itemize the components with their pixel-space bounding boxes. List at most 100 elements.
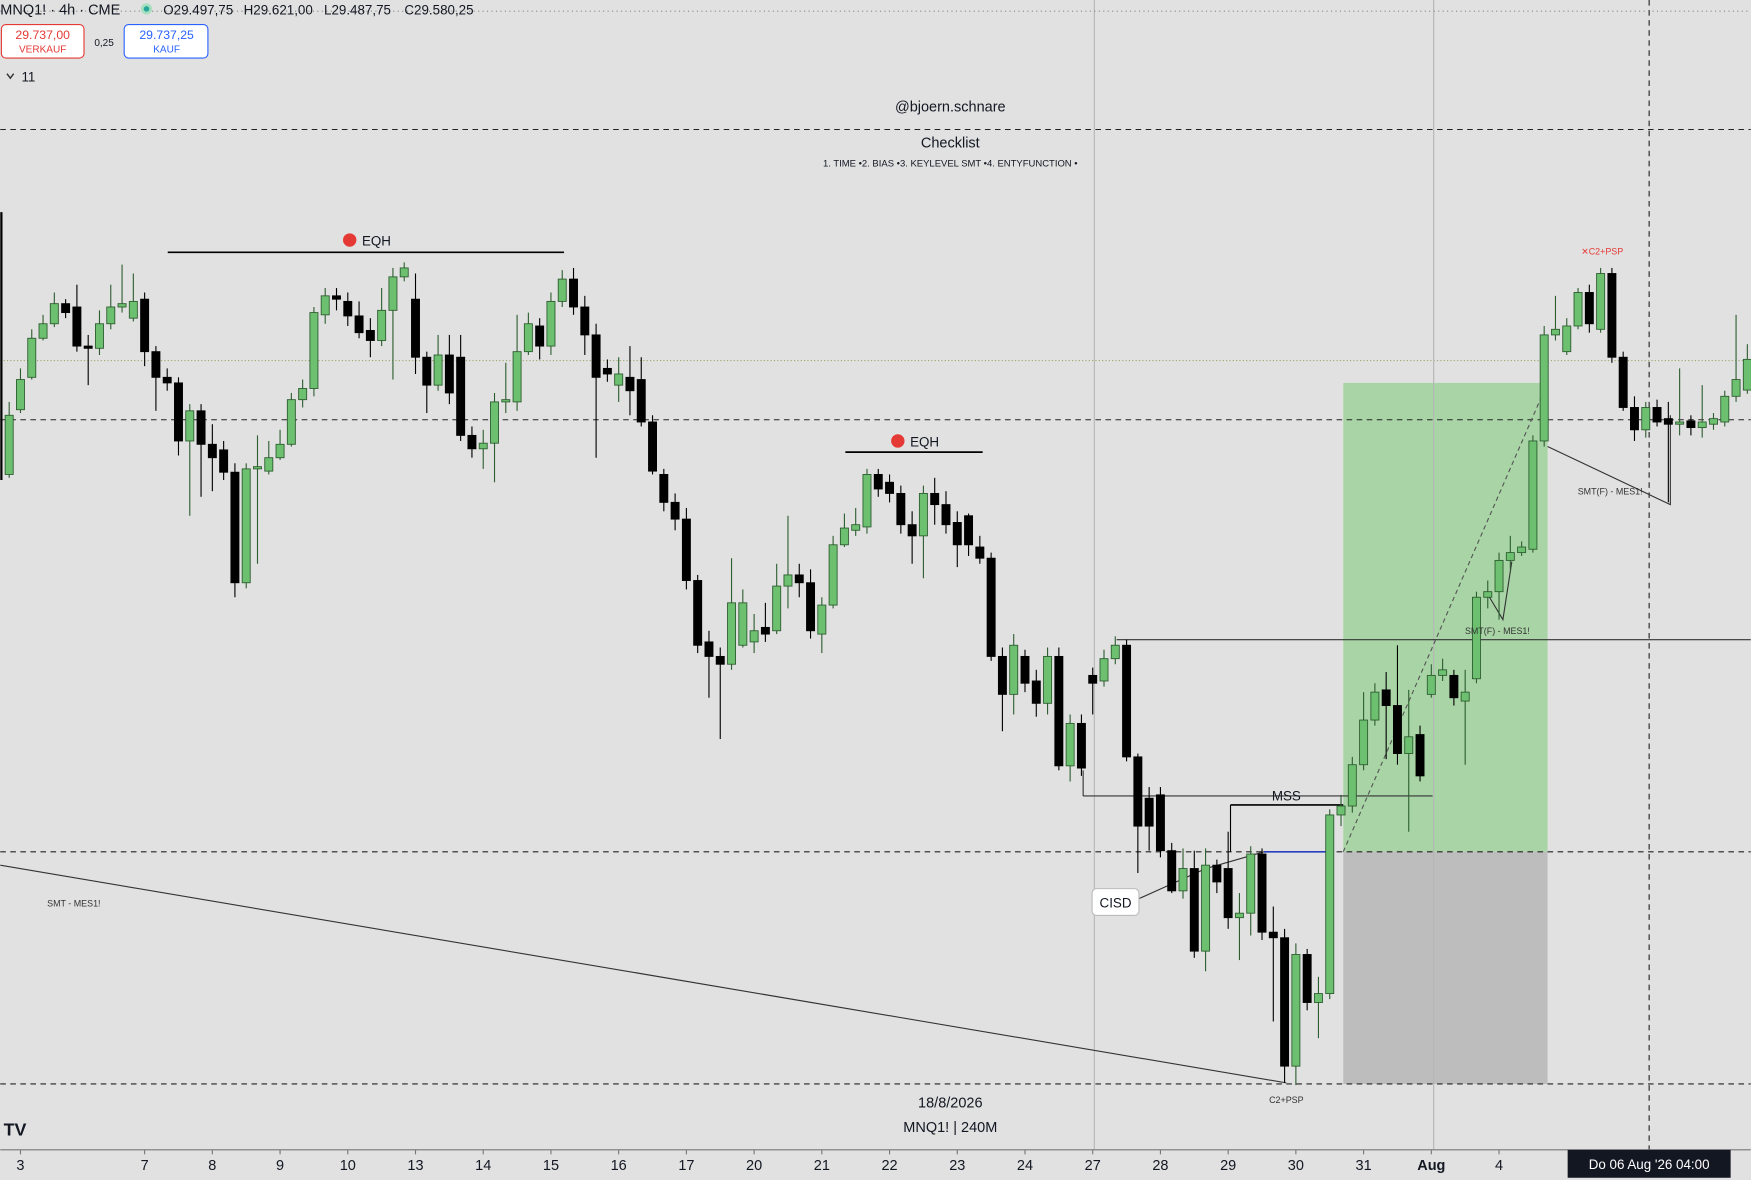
candle-body xyxy=(444,354,454,394)
chevron-icon[interactable] xyxy=(6,73,15,80)
candle-body xyxy=(1370,691,1380,721)
candle-body xyxy=(794,574,804,584)
candle-body xyxy=(1110,644,1120,660)
indicator-count[interactable]: 11 xyxy=(21,69,35,84)
candle-body xyxy=(174,382,183,442)
indicator-toggle[interactable]: 11 xyxy=(6,69,35,84)
candle-body xyxy=(456,356,466,436)
candle-body xyxy=(1652,407,1662,423)
candle-body xyxy=(1596,273,1606,330)
loss-zone xyxy=(1343,851,1548,1084)
candle-body xyxy=(760,626,770,635)
candle-body xyxy=(151,351,161,378)
candle-body xyxy=(964,515,974,546)
candle-body xyxy=(1505,552,1515,561)
candle-body xyxy=(117,303,127,308)
candle-body xyxy=(1483,591,1493,598)
candle-body xyxy=(636,379,646,423)
checklist-items: 1. TIME •2. BIAS •3. KEYLEVEL SMT •4. EN… xyxy=(823,158,1078,169)
candle-body xyxy=(952,522,962,546)
candle-body xyxy=(1325,814,1335,995)
sell-price[interactable]: 29.737,00 xyxy=(15,28,70,42)
buy-button-box[interactable] xyxy=(123,24,209,59)
candle-body xyxy=(704,641,714,657)
candle-body xyxy=(535,325,545,347)
x-tick-label: 29 xyxy=(1220,1158,1236,1174)
x-tick-label: 21 xyxy=(814,1158,830,1174)
candle-body xyxy=(1099,658,1109,682)
candle-body xyxy=(320,295,330,316)
candle-body xyxy=(930,492,940,506)
x-tick-label: 22 xyxy=(881,1158,897,1174)
candle-body xyxy=(614,373,624,386)
sell-button[interactable]: 29.737,00 VERKAUF xyxy=(0,24,85,59)
candle-body xyxy=(1031,680,1041,704)
candle-body xyxy=(1573,292,1583,327)
smt-f-label: SMT(F) - MES1! xyxy=(1465,626,1530,636)
buy-price[interactable]: 29.737,25 xyxy=(139,28,194,42)
candle-body xyxy=(1020,655,1030,684)
watermark-symbol: MNQ1! | 240M xyxy=(903,1120,997,1136)
candle-body xyxy=(1043,655,1053,704)
x-tick-label: 4 xyxy=(1495,1158,1503,1174)
candle-body xyxy=(1088,674,1098,684)
candle-body xyxy=(365,329,375,341)
candle-body xyxy=(1313,993,1323,1003)
candle-body xyxy=(1054,655,1064,767)
time-axis xyxy=(0,1149,1751,1180)
x-tick-label: Aug xyxy=(1417,1158,1445,1174)
candle-body xyxy=(399,267,409,278)
candle-body xyxy=(354,315,364,334)
candle-body xyxy=(343,300,353,317)
candle-body xyxy=(433,354,443,386)
candle-body xyxy=(851,524,861,531)
candle-body xyxy=(1607,273,1617,358)
x-tick-label: 14 xyxy=(475,1158,491,1174)
candle-body xyxy=(72,306,82,347)
candle-body xyxy=(1618,356,1628,408)
candle-body xyxy=(298,388,308,401)
candle-body xyxy=(1347,764,1357,807)
candle-body xyxy=(309,312,319,389)
candle-body xyxy=(772,585,782,632)
candle-body xyxy=(140,298,150,353)
sell-label[interactable]: VERKAUF xyxy=(19,44,66,55)
candle-body xyxy=(715,655,725,665)
candle-body xyxy=(738,602,748,646)
candle-body xyxy=(196,410,206,445)
x-tick-label: 30 xyxy=(1288,1158,1304,1174)
candle-body xyxy=(670,501,680,520)
candle-body xyxy=(207,443,217,459)
candle-body xyxy=(1686,420,1696,429)
x-tick-label: 24 xyxy=(1017,1158,1033,1174)
candle-body xyxy=(128,300,138,319)
candle-body xyxy=(659,474,669,503)
x-tick-label: 15 xyxy=(543,1158,559,1174)
candle-body xyxy=(997,655,1007,695)
x-tick-label: 23 xyxy=(949,1158,965,1174)
candle-body xyxy=(681,518,691,581)
candle-body xyxy=(241,468,251,584)
x-tick-label: 27 xyxy=(1085,1158,1101,1174)
crosshair-time-label: Do 06 Aug '26 04:00 xyxy=(1589,1157,1710,1172)
candle-body xyxy=(557,278,567,302)
candle-body xyxy=(1415,734,1425,777)
candle-body xyxy=(1268,931,1278,939)
candle-body xyxy=(1065,722,1075,767)
candle-body xyxy=(896,492,906,526)
ohlc-open: O29.497,75 xyxy=(163,3,233,18)
buy-label[interactable]: KAUF xyxy=(153,44,180,55)
candle-body xyxy=(1189,868,1199,952)
ohlc-low: L29.487,75 xyxy=(324,3,391,18)
candle-body xyxy=(862,474,872,528)
candle-body xyxy=(1663,418,1673,425)
candle-body xyxy=(1630,407,1639,431)
candle-body xyxy=(1302,954,1312,1003)
buy-button[interactable]: 29.737,25 KAUF xyxy=(123,24,209,59)
candle-body xyxy=(1336,805,1346,816)
candle-body xyxy=(907,524,917,537)
sell-button-box[interactable] xyxy=(0,24,85,59)
candle-body xyxy=(1246,853,1256,914)
candle-body xyxy=(1167,850,1177,892)
